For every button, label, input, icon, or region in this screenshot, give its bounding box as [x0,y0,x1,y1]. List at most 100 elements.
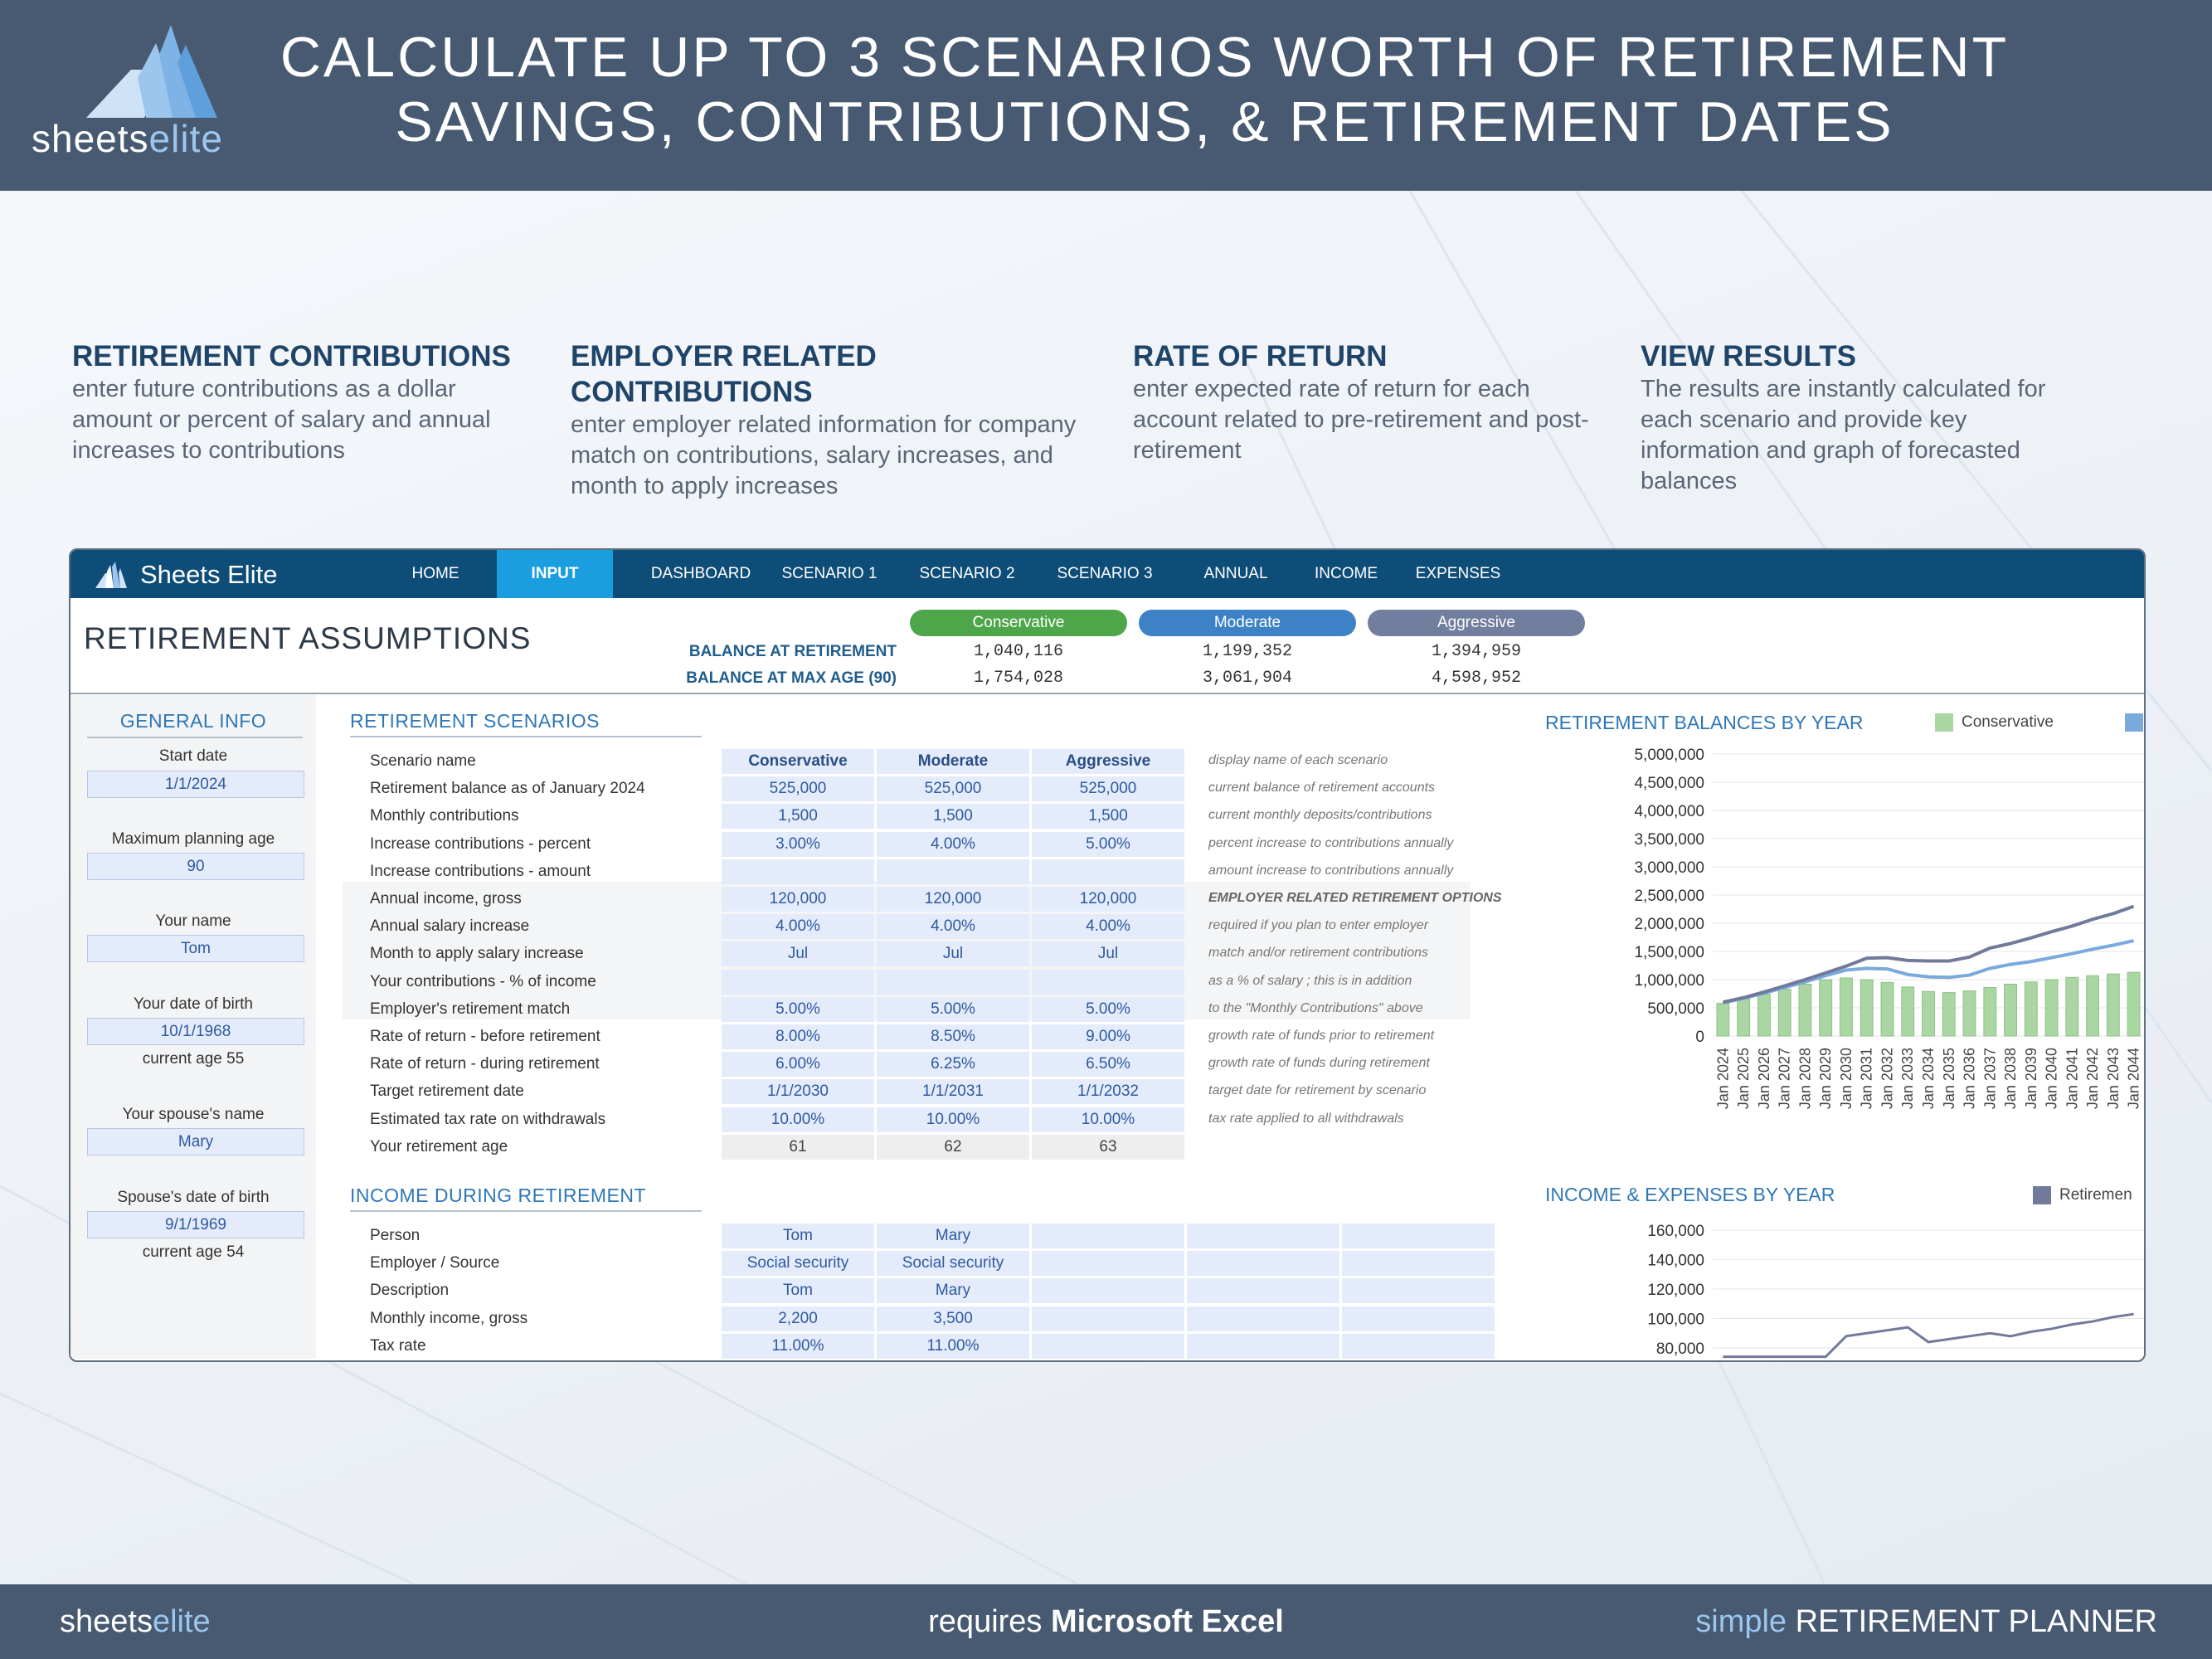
scenario-cell[interactable] [1032,969,1184,995]
your-name-input[interactable]: Tom [87,935,304,962]
y-tick-label: 4,500,000 [1634,775,1704,792]
income-cell[interactable]: 11.00% [722,1333,874,1359]
scenario-cell[interactable]: 5.00% [1032,831,1184,857]
tab-scenario-2[interactable]: SCENARIO 2 [919,565,1015,582]
scenario-cell[interactable]: 120,000 [722,887,874,912]
tab-scenario-1[interactable]: SCENARIO 1 [781,565,878,582]
income-cell[interactable] [1032,1306,1184,1331]
scenario-cell[interactable]: 6.00% [722,1052,874,1078]
scenario-cell[interactable]: 1,500 [877,804,1029,830]
scenario-cell[interactable]: 8.50% [877,1024,1029,1049]
scenario-cell[interactable]: 525,000 [722,776,874,802]
scenario-cell[interactable]: 4.00% [1032,914,1184,940]
tab-scenario-3[interactable]: SCENARIO 3 [1057,565,1153,582]
income-cell[interactable]: Tom [722,1224,874,1248]
tab-dashboard[interactable]: DASHBOARD [650,565,751,582]
start-date-input[interactable]: 1/1/2024 [87,771,304,798]
scenario-cell[interactable]: Aggressive [1032,749,1184,774]
tab-income[interactable]: INCOME [1315,565,1378,582]
scenario-cell[interactable]: 4.00% [722,914,874,940]
scenario-row-label: Target retirement date [370,1082,524,1101]
income-cell[interactable] [1032,1333,1184,1359]
income-cell[interactable] [1032,1278,1184,1304]
scenario-cell[interactable]: 5.00% [1032,996,1184,1022]
tab-annual[interactable]: ANNUAL [1203,565,1268,582]
scenario-cell[interactable]: 8.00% [722,1024,874,1049]
scenario-cell[interactable]: Jul [1032,941,1184,967]
income-cell[interactable] [1187,1251,1339,1277]
income-cell[interactable] [1342,1306,1495,1331]
scenario-cell: 61 [722,1134,874,1160]
tab-expenses[interactable]: EXPENSES [1415,565,1501,582]
tab-input[interactable]: INPUT [497,550,613,598]
scenario-cell[interactable]: 120,000 [1032,887,1184,912]
balance-at-max-age-label: BALANCE AT MAX AGE (90) [686,669,897,687]
income-cell[interactable] [1032,1224,1184,1248]
income-cell[interactable] [1342,1224,1495,1248]
scenario-cell[interactable]: Moderate [877,749,1029,774]
scenario-cell[interactable]: 1/1/2030 [722,1079,874,1105]
footer-product: simple RETIREMENT PLANNER [1695,1604,2157,1639]
balance-at-retirement-conservative: 1,040,116 [973,642,1064,661]
scenario-cell[interactable]: 6.50% [1032,1052,1184,1078]
scenario-cell[interactable]: 3.00% [722,831,874,857]
scenario-cell[interactable]: 525,000 [1032,776,1184,802]
income-cell[interactable]: Mary [877,1224,1029,1248]
income-cell[interactable]: 3,500 [877,1306,1029,1331]
x-tick-label: Jan 2040 [2044,1048,2060,1109]
scenario-cell[interactable]: 4.00% [877,914,1029,940]
scenario-cell[interactable]: 4.00% [877,831,1029,857]
scenario-cell[interactable]: 525,000 [877,776,1029,802]
income-cell[interactable]: Social security [877,1251,1029,1277]
feature-title: RETIREMENT CONTRIBUTIONS [72,340,511,372]
income-cell[interactable] [1342,1333,1495,1359]
income-cell[interactable] [1342,1251,1495,1277]
income-cell[interactable]: Mary [877,1278,1029,1304]
scenario-row-note: growth rate of funds prior to retirement [1208,1029,1435,1043]
max-planning-age-input[interactable]: 90 [87,853,304,880]
scenario-cell[interactable]: 10.00% [1032,1107,1184,1132]
app-brand[interactable]: Sheets Elite [94,557,277,593]
spouse-dob-input[interactable]: 9/1/1969 [87,1211,304,1238]
scenario-cell[interactable]: 10.00% [722,1107,874,1132]
income-cell[interactable] [1342,1278,1495,1304]
scenario-cell[interactable]: 1/1/2032 [1032,1079,1184,1105]
scenario-cell[interactable] [1032,859,1184,884]
income-cell[interactable] [1187,1278,1339,1304]
scenario-cell[interactable] [877,859,1029,884]
income-cell[interactable]: 11.00% [877,1333,1029,1359]
income-cell[interactable]: Social security [722,1251,874,1277]
pill-conservative: Conservative [910,610,1127,636]
your-dob-input[interactable]: 10/1/1968 [87,1018,304,1045]
scenario-cell[interactable]: 1/1/2031 [877,1079,1029,1105]
scenario-cell[interactable]: 5.00% [722,996,874,1022]
income-cell[interactable] [1032,1251,1184,1277]
scenario-cell[interactable] [722,859,874,884]
income-cell[interactable] [1187,1306,1339,1331]
scenario-cell[interactable]: Jul [877,941,1029,967]
tab-home[interactable]: HOME [411,565,459,582]
scenario-cell[interactable] [722,969,874,995]
income-cell[interactable] [1187,1333,1339,1359]
income-cell[interactable]: 2,200 [722,1306,874,1331]
scenario-cell[interactable] [877,969,1029,995]
scenario-cell[interactable]: 9.00% [1032,1024,1184,1049]
y-tick-label: 4,000,000 [1634,803,1704,820]
scenario-cell[interactable]: Jul [722,941,874,967]
sheets-elite-icon [95,562,127,588]
scenario-cell[interactable]: 10.00% [877,1107,1029,1132]
x-tick-label: Jan 2042 [2084,1048,2101,1109]
x-tick-label: Jan 2039 [2023,1048,2039,1109]
bar-conservative [1983,987,1997,1037]
spouse-name-input[interactable]: Mary [87,1128,304,1155]
scenario-cell[interactable]: 1,500 [722,804,874,830]
scenario-cell[interactable]: 1,500 [1032,804,1184,830]
scenario-cell[interactable]: 6.25% [877,1052,1029,1078]
scenario-cell[interactable]: 120,000 [877,887,1029,912]
scenario-cell[interactable]: Conservative [722,749,874,774]
income-cell[interactable] [1187,1224,1339,1248]
income-cell[interactable]: Tom [722,1278,874,1304]
scenario-cell[interactable]: 5.00% [877,996,1029,1022]
legend-label: Retiremen [2059,1186,2132,1204]
headline-line-1: CALCULATE UP TO 3 SCENARIOS WORTH OF RET… [280,26,2010,89]
